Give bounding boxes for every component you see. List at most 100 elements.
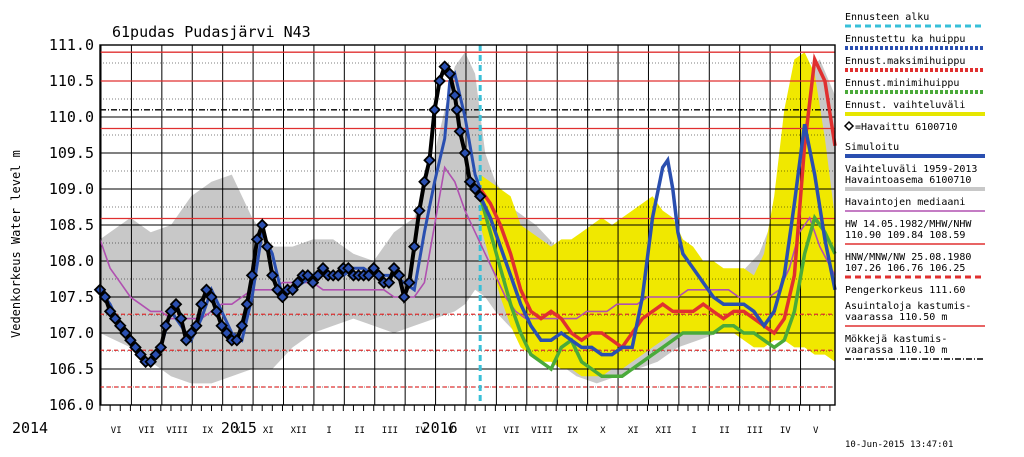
observed-point xyxy=(230,333,244,347)
observed-point xyxy=(448,89,462,102)
observed-point xyxy=(169,297,183,311)
observed-point xyxy=(367,261,380,275)
x-month-label: III xyxy=(747,426,763,436)
legend-marker xyxy=(843,120,855,132)
y-tick-label: 107.5 xyxy=(49,288,94,306)
y-tick-label: 110.0 xyxy=(49,108,94,126)
legend-label-line2: 110.90 109.84 108.59 xyxy=(845,230,965,241)
observed-point xyxy=(468,182,482,196)
observed-point xyxy=(362,269,375,282)
x-month-label: VII xyxy=(139,426,155,436)
observed-point xyxy=(372,269,386,282)
observed-point xyxy=(413,204,426,217)
legend-label-line2: vaarassa 110.10 m xyxy=(845,345,947,356)
observed-point xyxy=(210,305,223,318)
x-month-label: VII xyxy=(503,426,519,436)
x-month-label: X xyxy=(600,426,606,436)
observed-point xyxy=(387,261,401,275)
x-year-label: 2016 xyxy=(422,419,458,437)
x-month-label: VI xyxy=(476,426,487,436)
observed-point xyxy=(255,218,269,232)
observed-point xyxy=(382,276,396,289)
legend-label-line2: 107.26 106.76 106.25 xyxy=(845,263,965,274)
x-month-label: II xyxy=(719,426,730,436)
observed-point xyxy=(453,125,467,138)
observed-point xyxy=(108,312,122,325)
x-month-label: I xyxy=(691,426,696,436)
y-tick-label: 108.0 xyxy=(49,252,94,270)
axes-layer: 111.0 110.5 110.0 109.5 109.0 108.5 108.0 107.5… xyxy=(12,36,836,437)
observed-point xyxy=(397,290,411,304)
legend-label: Ennustettu ka huippu xyxy=(845,34,965,45)
observed-point xyxy=(114,319,127,333)
series-forecast-min xyxy=(478,195,837,378)
x-month-label: XII xyxy=(291,426,307,436)
x-month-label: XI xyxy=(263,426,274,436)
x-month-label: XII xyxy=(656,426,672,436)
series-forecast-mean xyxy=(478,123,837,357)
observed-point xyxy=(240,297,254,311)
observed-point xyxy=(159,319,173,333)
x-month-label: II xyxy=(354,426,365,436)
x-month-label: IX xyxy=(202,426,213,436)
observed-point xyxy=(144,355,157,369)
observed-point xyxy=(98,290,112,304)
observed-point xyxy=(342,261,355,275)
legend-label: HNW/MNW/NW 25.08.1980 xyxy=(845,252,971,263)
x-month-label: VI xyxy=(111,426,122,436)
observed-point xyxy=(119,326,132,340)
observed-point xyxy=(164,305,178,318)
observed-point xyxy=(271,283,284,297)
observed-point xyxy=(205,290,218,304)
observed-point xyxy=(331,269,345,282)
observed-point xyxy=(316,261,330,275)
observed-point xyxy=(134,348,147,361)
legend-label-line2: Havaintoasema 6100710 xyxy=(845,175,971,186)
observed-point xyxy=(418,175,431,189)
forecast-band xyxy=(480,52,835,377)
legend-label: Vaihteluväli 1959-2013 xyxy=(845,164,977,175)
x-month-label: IX xyxy=(567,426,578,436)
legend-label: Mökkejä kastumis- xyxy=(845,334,947,345)
y-tick-label: 107.0 xyxy=(49,324,94,342)
observed-point xyxy=(311,269,325,282)
observed-point xyxy=(250,233,264,246)
observed-point xyxy=(184,326,198,340)
observed-point xyxy=(129,341,142,354)
observed-point xyxy=(235,319,249,333)
observed-point xyxy=(438,60,451,73)
observed-point xyxy=(276,290,289,304)
x-month-label: V xyxy=(813,426,819,436)
series-layer xyxy=(93,53,837,378)
plot-frame xyxy=(99,44,836,406)
legend-label: Pengerkorkeus 111.60 xyxy=(845,285,965,296)
legend-label-line2: vaarassa 110.50 m xyxy=(845,312,947,323)
observed-point xyxy=(428,103,441,117)
legend-label: =Havaittu 6100710 xyxy=(855,122,957,133)
x-month-label: XI xyxy=(628,426,639,436)
x-month-label: VIII xyxy=(166,426,188,436)
observed-point xyxy=(450,103,464,117)
y-tick-label: 106.5 xyxy=(49,360,94,378)
observed-point xyxy=(174,312,188,325)
x-month-label: X xyxy=(235,426,241,436)
y-axis-label: Vedenkorkeus Water level m xyxy=(9,150,23,338)
observed-point xyxy=(423,153,436,167)
observed-point xyxy=(190,319,203,333)
observed-point xyxy=(463,175,477,189)
legend-label: Ennust. vaihteluväli xyxy=(845,100,965,111)
observed-point xyxy=(245,269,259,282)
x-year-label: 2014 xyxy=(12,419,48,437)
observed-point xyxy=(124,333,137,347)
x-month-label: III xyxy=(382,426,398,436)
observed-point xyxy=(266,269,279,282)
observed-point xyxy=(433,74,446,88)
observed-point xyxy=(195,297,208,311)
y-tick-label: 108.5 xyxy=(49,216,94,234)
x-month-label: VIII xyxy=(531,426,553,436)
legend-label: Havaintojen mediaani xyxy=(845,197,965,208)
x-month-label: I xyxy=(326,426,331,436)
observed-point xyxy=(473,189,487,203)
legend-label: Simuloitu xyxy=(845,142,899,153)
y-tick-label: 110.5 xyxy=(49,72,94,90)
